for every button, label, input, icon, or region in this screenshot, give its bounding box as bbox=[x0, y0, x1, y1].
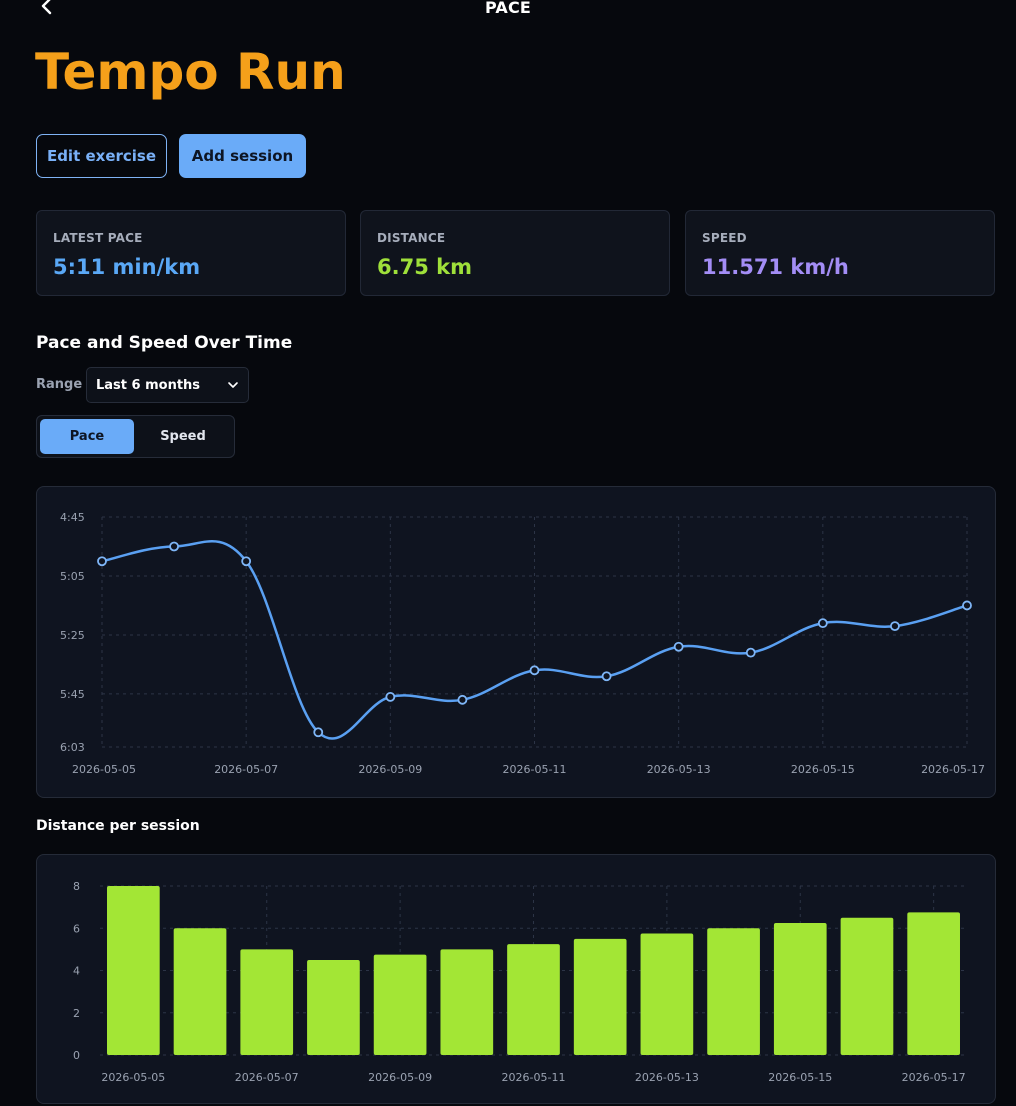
y-tick-label: 4 bbox=[73, 965, 80, 978]
pace-data-point bbox=[169, 541, 179, 552]
y-tick-label: 5:45 bbox=[60, 688, 85, 701]
add-session-button[interactable]: Add session bbox=[179, 134, 306, 178]
distance-bar bbox=[240, 949, 294, 1055]
y-tick-label: 0 bbox=[73, 1049, 80, 1062]
stat-value: 11.571 km/h bbox=[702, 255, 849, 279]
header-title: PACE bbox=[484, 0, 532, 17]
stat-card-distance: DISTANCE 6.75 km bbox=[360, 210, 670, 296]
distance-bar bbox=[173, 928, 227, 1055]
x-tick-label: 2026-05-09 bbox=[358, 763, 422, 776]
pace-data-point bbox=[313, 727, 324, 738]
stat-label: LATEST PACE bbox=[53, 231, 143, 245]
x-tick-label: 2026-05-05 bbox=[101, 1071, 165, 1084]
x-tick-label: 2026-05-07 bbox=[235, 1071, 299, 1084]
metric-toggle: Pace Speed bbox=[36, 415, 235, 458]
stat-value: 6.75 km bbox=[377, 255, 472, 279]
y-tick-label: 6 bbox=[73, 922, 80, 935]
y-tick-label: 8 bbox=[73, 880, 80, 893]
chevron-left-icon[interactable] bbox=[38, 0, 58, 18]
pace-data-point bbox=[601, 671, 612, 682]
range-label: Range bbox=[36, 377, 83, 392]
pace-data-point bbox=[745, 647, 756, 658]
x-tick-label: 2026-05-15 bbox=[768, 1071, 832, 1084]
stat-card-speed: SPEED 11.571 km/h bbox=[685, 210, 995, 296]
distance-bar bbox=[640, 933, 694, 1055]
x-tick-label: 2026-05-05 bbox=[72, 763, 136, 776]
distance-bar bbox=[507, 944, 560, 1055]
edit-exercise-button[interactable]: Edit exercise bbox=[36, 134, 167, 178]
y-tick-label: 2 bbox=[73, 1007, 80, 1020]
pace-data-point bbox=[529, 665, 540, 676]
pace-data-point bbox=[97, 556, 107, 567]
toggle-pace[interactable]: Pace bbox=[40, 419, 134, 454]
range-select[interactable]: Last 6 months bbox=[86, 367, 249, 403]
y-tick-label: 5:05 bbox=[60, 570, 85, 583]
y-tick-label: 4:45 bbox=[60, 511, 85, 524]
top-bar: PACE bbox=[0, 0, 1016, 22]
distance-chart-panel: 8 6 4 2 0 2026-05-05 2026-05-07 2026-05-09 2026-… bbox=[36, 854, 996, 1104]
stat-card-latest-pace: LATEST PACE 5:11 min/km bbox=[36, 210, 346, 296]
pace-section-title: Pace and Speed Over Time bbox=[36, 333, 293, 353]
x-tick-label: 2026-05-09 bbox=[368, 1071, 432, 1084]
chevron-down-icon bbox=[228, 382, 238, 388]
x-tick-label: 2026-05-17 bbox=[902, 1071, 966, 1084]
distance-bar bbox=[440, 949, 494, 1055]
distance-bar bbox=[907, 912, 960, 1055]
pace-data-point bbox=[241, 556, 252, 567]
x-tick-label: 2026-05-13 bbox=[647, 763, 711, 776]
pace-data-point bbox=[890, 621, 900, 632]
pace-data-point bbox=[817, 618, 828, 629]
distance-chart: 8 6 4 2 0 2026-05-05 2026-05-07 2026-05-09 2026-… bbox=[73, 880, 967, 1084]
y-tick-label: 6:03 bbox=[60, 741, 85, 754]
pace-data-point bbox=[457, 694, 468, 705]
distance-bar bbox=[840, 917, 894, 1055]
distance-bar bbox=[307, 959, 360, 1055]
x-tick-label: 2026-05-17 bbox=[921, 763, 985, 776]
pace-chart: 4:45 5:05 5:25 5:45 6:03 2026-05-05 2026-05-07… bbox=[60, 511, 985, 776]
stat-label: DISTANCE bbox=[377, 231, 446, 245]
distance-section-title: Distance per session bbox=[36, 818, 200, 834]
pace-data-point bbox=[385, 691, 396, 702]
toggle-speed[interactable]: Speed bbox=[160, 429, 206, 444]
distance-bar bbox=[373, 954, 427, 1055]
distance-bar bbox=[573, 938, 627, 1055]
x-tick-label: 2026-05-11 bbox=[503, 763, 567, 776]
stat-label: SPEED bbox=[702, 231, 747, 245]
distance-bar bbox=[773, 922, 827, 1055]
pace-chart-panel: 4:45 5:05 5:25 5:45 6:03 2026-05-05 2026-05-07… bbox=[36, 486, 996, 798]
stat-value: 5:11 min/km bbox=[53, 255, 201, 279]
page-title: Tempo Run bbox=[35, 43, 346, 101]
x-tick-label: 2026-05-11 bbox=[502, 1071, 566, 1084]
x-tick-label: 2026-05-13 bbox=[635, 1071, 699, 1084]
x-tick-label: 2026-05-07 bbox=[214, 763, 278, 776]
distance-bar bbox=[107, 886, 160, 1055]
distance-bar bbox=[707, 928, 760, 1055]
x-tick-label: 2026-05-15 bbox=[791, 763, 855, 776]
range-select-value: Last 6 months bbox=[96, 378, 201, 393]
y-tick-label: 5:25 bbox=[60, 629, 85, 642]
pace-data-point bbox=[673, 641, 684, 652]
pace-data-point bbox=[962, 600, 972, 611]
